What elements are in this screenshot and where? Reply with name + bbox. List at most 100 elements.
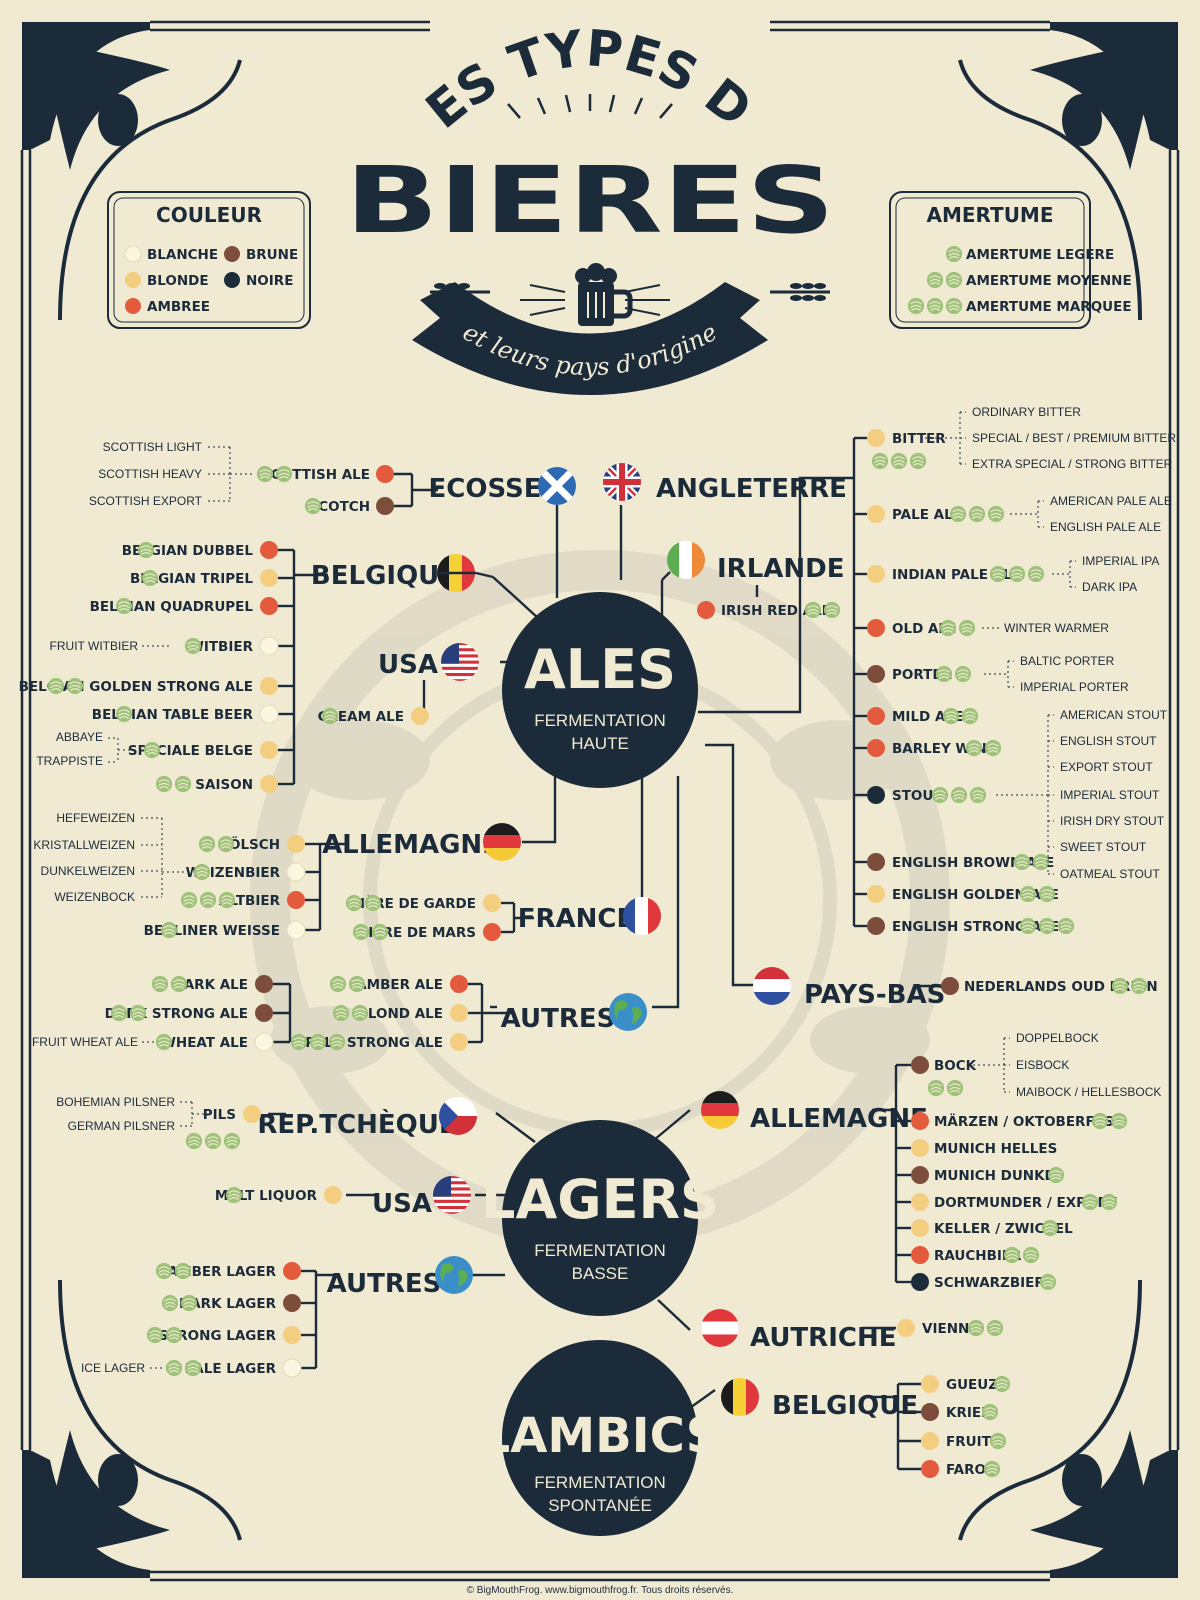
- hop-icon: [1041, 1219, 1059, 1237]
- beer-belgian-dubbel: BELGIAN DUBBEL: [122, 543, 254, 559]
- color-dot-dark-strong-ale: [255, 1004, 273, 1022]
- legend-bitterness-label-3: AMERTUME MARQUEE: [966, 299, 1132, 315]
- color-dot-bock: [911, 1056, 929, 1074]
- flag-belgium-icon: [720, 1377, 760, 1417]
- legend-bitterness-label-1: AMERTUME LEGERE: [966, 247, 1114, 263]
- hop-icon: [1057, 917, 1075, 935]
- country-usa-lagers: USA: [372, 1189, 432, 1219]
- poster-title: BIERES: [345, 147, 835, 254]
- flag-uk-icon: [602, 462, 642, 502]
- hop-icon: [950, 786, 968, 804]
- beer-biere-de-mars: BIÈRE DE MARS: [358, 924, 476, 941]
- color-dot-scottish-ale: [376, 465, 394, 483]
- hop-icon: [174, 1262, 192, 1280]
- country-usa-ales: USA: [378, 650, 438, 680]
- hop-icon: [993, 1375, 1011, 1393]
- hop-icon: [1008, 565, 1026, 583]
- hop-icon: [949, 505, 967, 523]
- hop-icon: [1130, 977, 1148, 995]
- hop-icon: [804, 601, 822, 619]
- hub-lagers-title: LAGERS: [481, 1168, 719, 1231]
- hop-icon: [1027, 565, 1045, 583]
- hop-icon: [115, 597, 133, 615]
- hop-icon: [198, 835, 216, 853]
- color-dot-pale-ale: [867, 505, 885, 523]
- hop-icon: [984, 739, 1002, 757]
- color-dot-strong-lager: [283, 1326, 301, 1344]
- beer-faro: FARO: [946, 1462, 986, 1478]
- color-dot-biere-de-garde: [483, 894, 501, 912]
- variety-scottish-heavy: SCOTTISH HEAVY: [98, 467, 202, 481]
- beer-keller-zwickel: KELLER / ZWICKEL: [934, 1221, 1073, 1237]
- hop-icon: [1100, 1193, 1118, 1211]
- variety-imperial-ipa: IMPERIAL IPA: [1082, 554, 1159, 568]
- color-dot-stout: [867, 786, 885, 804]
- hop-icon: [931, 786, 949, 804]
- hop-icon: [823, 601, 841, 619]
- legend-color-title: COULEUR: [156, 203, 262, 227]
- color-dot-blond-ale: [450, 1004, 468, 1022]
- color-dot-amber-ale: [450, 975, 468, 993]
- hop-icon: [256, 465, 274, 483]
- beer-old-ale: OLD ALE: [892, 621, 956, 637]
- country-france: FRANCE: [518, 904, 635, 934]
- variety-maibock-hellesbock: MAIBOCK / HELLESBOCK: [1016, 1085, 1161, 1099]
- variety-kristallweizen: KRISTALLWEIZEN: [33, 838, 135, 852]
- hop-icon: [871, 452, 889, 470]
- variety-scottish-light: SCOTTISH LIGHT: [103, 440, 203, 454]
- country-ecosse: ECOSSE: [429, 474, 542, 504]
- color-dot-belgian-golden-strong-ale: [260, 677, 278, 695]
- hop-icon: [1003, 1246, 1021, 1264]
- poster-kicker-text: LES TYPES DE: [0, 0, 762, 140]
- variety-baltic-porter: BALTIC PORTER: [1020, 654, 1115, 668]
- beer-dortmunder-export: DORTMUNDER / EXPORT: [934, 1195, 1117, 1211]
- variety-english-stout: ENGLISH STOUT: [1060, 734, 1157, 748]
- beer-pils: PILS: [203, 1107, 236, 1123]
- hop-icon: [926, 271, 944, 289]
- beer-wheat-ale: WHEAT ALE: [161, 1035, 248, 1051]
- flag-usa-icon: [440, 642, 480, 682]
- color-dot-cream-ale: [411, 707, 429, 725]
- legend-color-label-ambree: AMBREE: [147, 299, 210, 315]
- beer-belgian-table-beer: BELGIAN TABLE BEER: [92, 707, 254, 723]
- hop-icon: [1038, 917, 1056, 935]
- connectors: [470, 476, 854, 1416]
- beer-strong-lager: STRONG LAGER: [158, 1328, 276, 1344]
- color-dot-english-strong-ale: [867, 917, 885, 935]
- hop-icon: [204, 1132, 222, 1150]
- color-dot-weizenbier: [286, 862, 306, 882]
- hop-icon: [942, 707, 960, 725]
- color-dot-pale-strong-ale: [450, 1033, 468, 1051]
- beer-stout: STOUT: [892, 788, 943, 804]
- variety-scottish-export: SCOTTISH EXPORT: [89, 494, 203, 508]
- hop-icon: [939, 619, 957, 637]
- beer-belgian-tripel: BELGIAN TRIPEL: [130, 571, 253, 587]
- beer-schwarzbier: SCHWARZBIER: [934, 1275, 1045, 1291]
- hop-icon: [184, 1359, 202, 1377]
- country-autres-ales: AUTRES: [501, 1004, 616, 1034]
- beer-bock: BOCK: [934, 1058, 977, 1074]
- hop-icon: [146, 1326, 164, 1344]
- color-dot-dark-lager: [283, 1294, 301, 1312]
- hop-icon: [321, 707, 339, 725]
- hop-icon: [1047, 1166, 1065, 1184]
- hop-icon: [180, 891, 198, 909]
- color-dot-saison: [260, 775, 278, 793]
- beer-marzen-oktoberfest: MÄRZEN / OKTOBERFEST: [934, 1113, 1124, 1130]
- legend-color-dot-brune: [224, 246, 240, 262]
- country-rep-tcheque: REP.TCHÈQUE: [257, 1108, 456, 1140]
- beer-belgian-quadrupel: BELGIAN QUADRUPEL: [90, 599, 254, 615]
- legend-color: COULEUR: [107, 191, 311, 329]
- legend-color-dot-noire: [224, 272, 240, 288]
- hub-lambics-sub2: SPONTANÉE: [548, 1496, 652, 1515]
- flag-usa-icon: [432, 1175, 472, 1215]
- variety-bohemian-pilsner: BOHEMIAN PILSNER: [56, 1095, 175, 1109]
- hop-icon: [969, 786, 987, 804]
- color-dot-wheat-ale: [254, 1032, 274, 1052]
- hop-icon: [155, 1033, 173, 1051]
- color-dot-schwarzbier: [911, 1273, 929, 1291]
- color-dot-dark-ale: [255, 975, 273, 993]
- hop-icon: [954, 665, 972, 683]
- footer-copyright: © BigMouthFrog. www.bigmouthfrog.fr. Tou…: [467, 1585, 734, 1596]
